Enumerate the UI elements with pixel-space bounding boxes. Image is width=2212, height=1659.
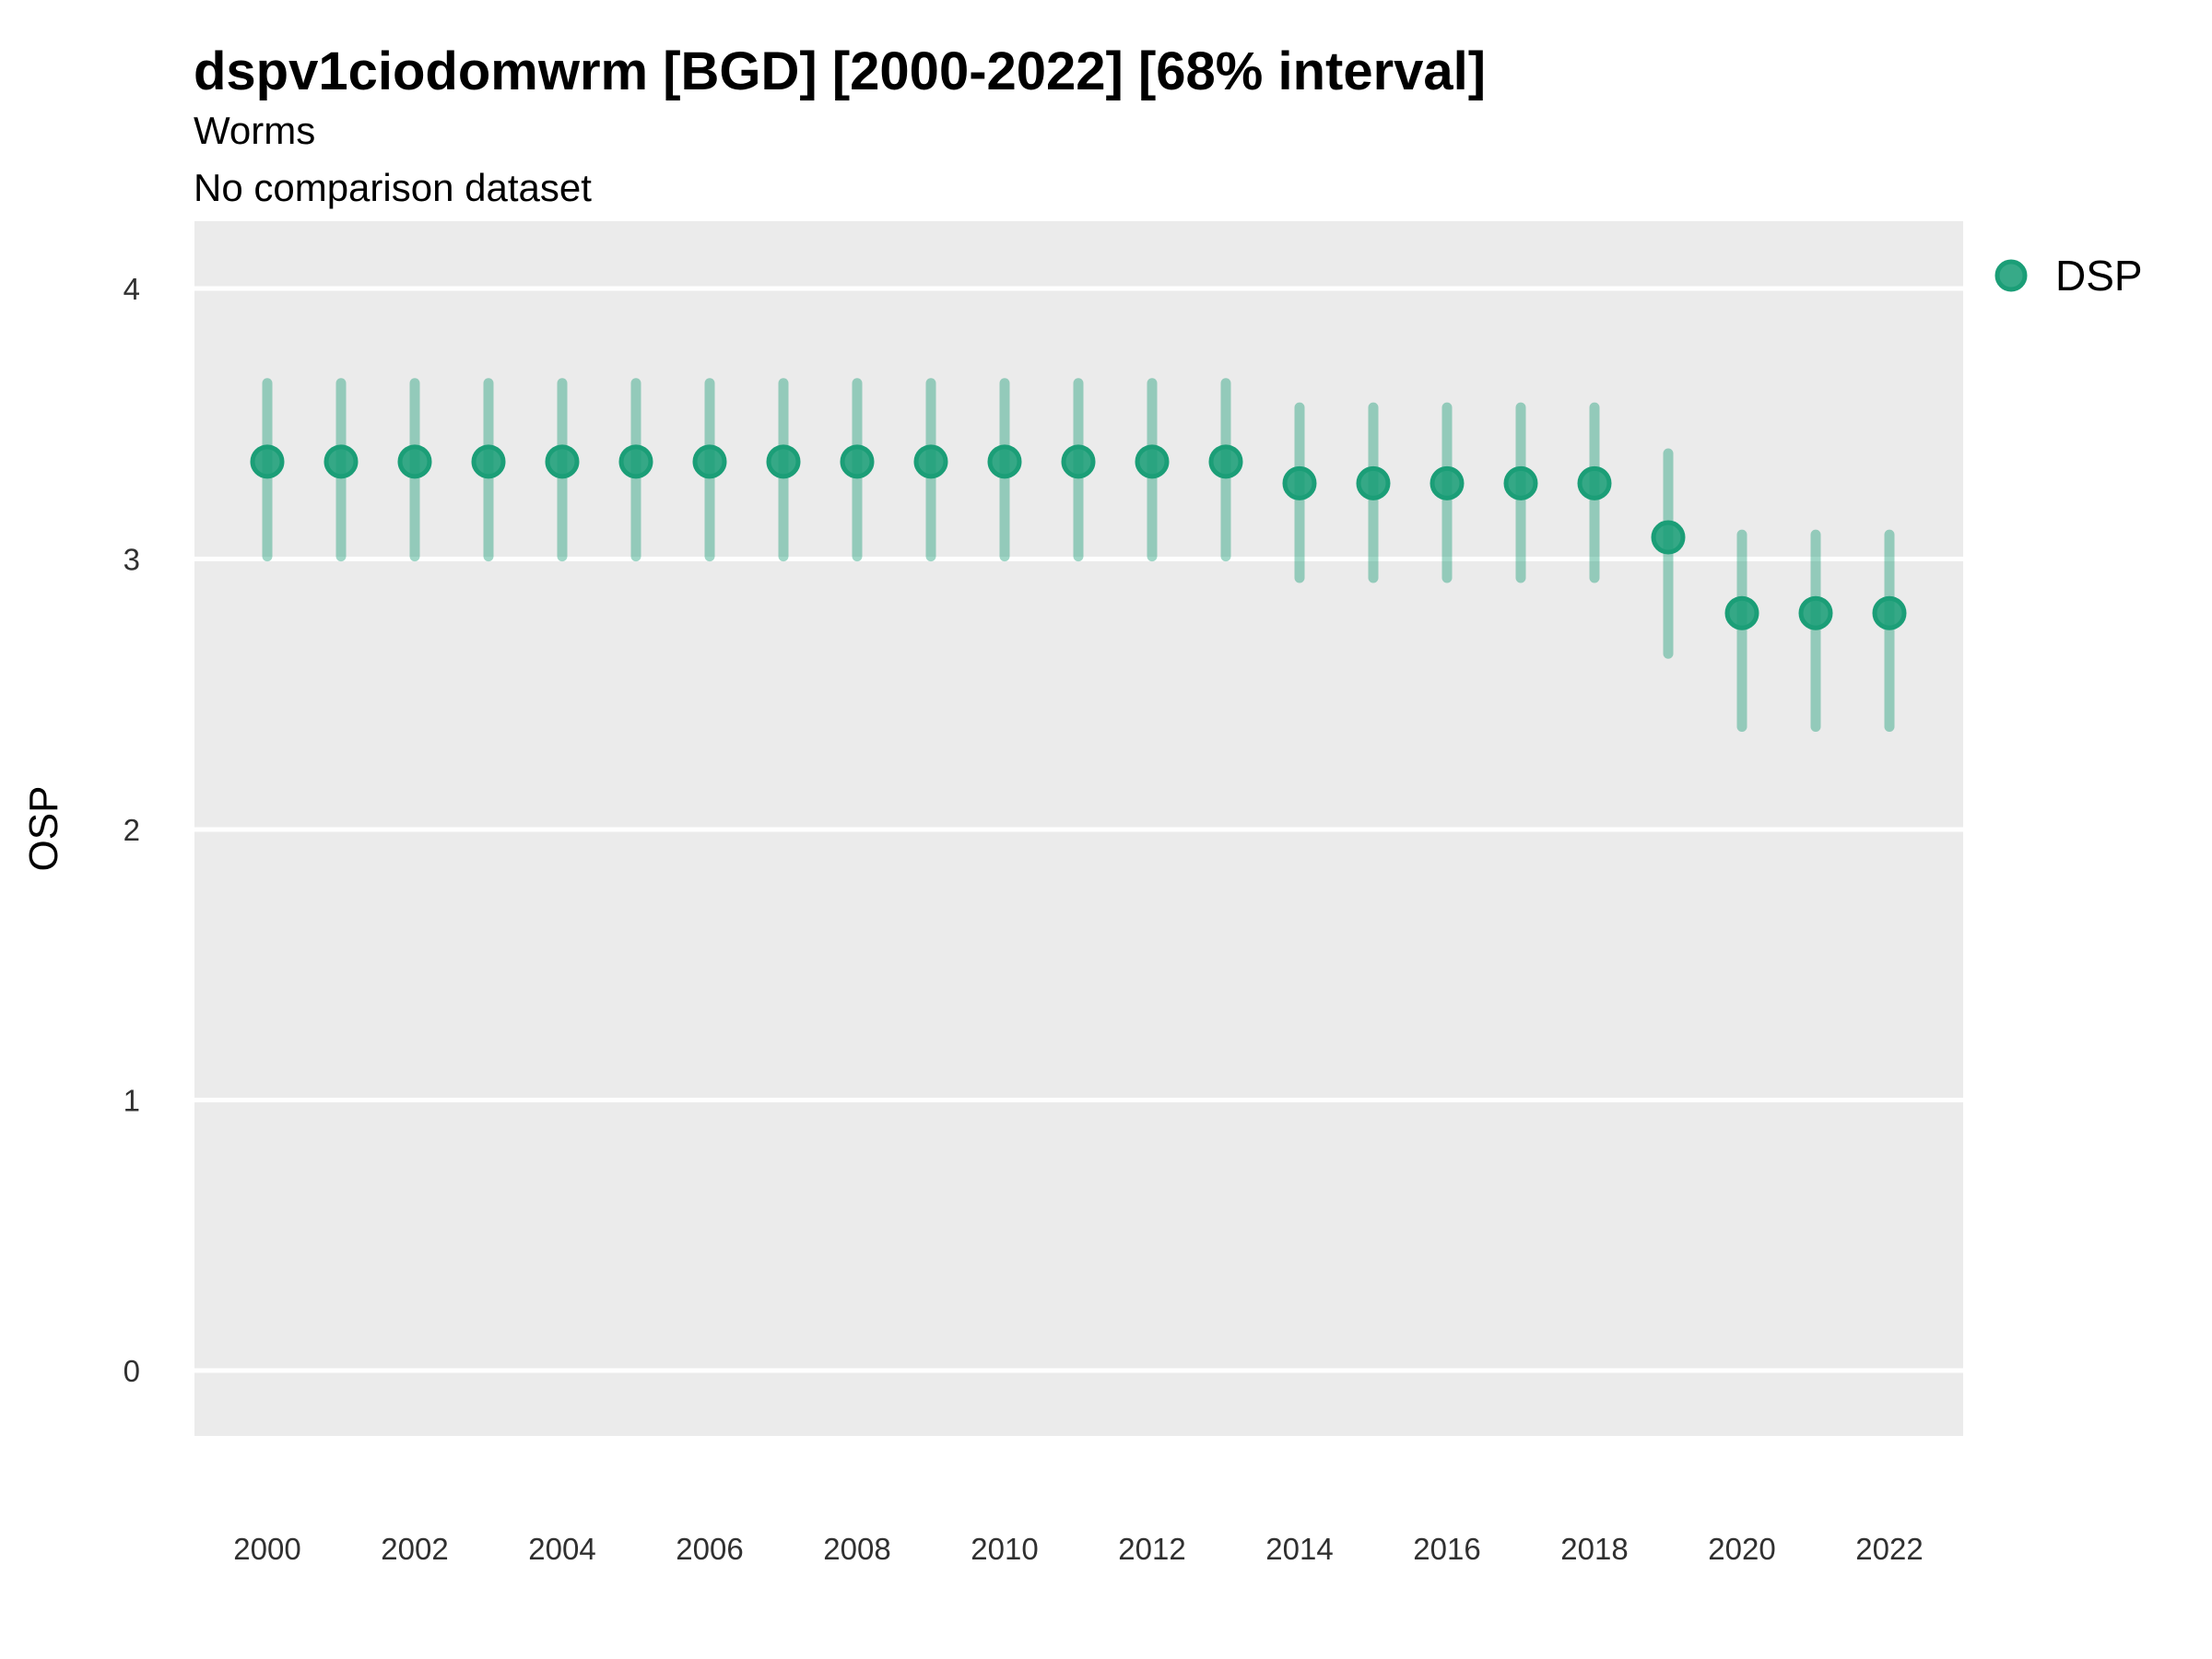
x-tick-label-2020: 2020 xyxy=(1708,1532,1775,1566)
x-tick-label-2006: 2006 xyxy=(676,1532,743,1566)
y-tick-label-3: 3 xyxy=(124,543,140,577)
x-tick-label-2014: 2014 xyxy=(1265,1532,1333,1566)
data-point-2017 xyxy=(1503,465,1538,500)
chart-title: dspv1ciodomwrm [BGD] [2000-2022] [68% in… xyxy=(194,41,1486,101)
data-point-2019 xyxy=(1651,520,1686,555)
data-point-2010 xyxy=(987,444,1022,479)
data-point-2009 xyxy=(913,444,948,479)
data-point-2006 xyxy=(692,444,727,479)
x-tick-label-2016: 2016 xyxy=(1413,1532,1480,1566)
data-point-2021 xyxy=(1798,595,1833,630)
x-tick-label-2018: 2018 xyxy=(1560,1532,1628,1566)
x-tick-label-2012: 2012 xyxy=(1118,1532,1185,1566)
data-point-2000 xyxy=(250,444,285,479)
y-tick-label-1: 1 xyxy=(124,1084,140,1118)
data-point-2004 xyxy=(545,444,580,479)
data-point-2011 xyxy=(1061,444,1096,479)
data-point-2007 xyxy=(766,444,801,479)
x-tick-label-2022: 2022 xyxy=(1855,1532,1923,1566)
chart-subtitle-comparison: No comparison dataset xyxy=(194,166,592,209)
data-point-2013 xyxy=(1208,444,1243,479)
data-point-2018 xyxy=(1577,465,1612,500)
data-point-2012 xyxy=(1135,444,1170,479)
y-tick-label-4: 4 xyxy=(124,272,140,306)
y-tick-label-0: 0 xyxy=(124,1354,140,1388)
legend-label: DSP xyxy=(2055,252,2143,300)
data-point-2022 xyxy=(1872,595,1907,630)
data-point-2002 xyxy=(397,444,432,479)
x-tick-label-2004: 2004 xyxy=(528,1532,595,1566)
data-point-2016 xyxy=(1430,465,1465,500)
data-point-2020 xyxy=(1724,595,1759,630)
x-tick-label-2002: 2002 xyxy=(381,1532,448,1566)
x-tick-label-2000: 2000 xyxy=(233,1532,300,1566)
x-tick-label-2010: 2010 xyxy=(971,1532,1038,1566)
chart-subtitle-species: Worms xyxy=(194,109,315,152)
data-point-2014 xyxy=(1282,465,1317,500)
y-axis-title: OSP xyxy=(21,786,66,872)
data-point-2008 xyxy=(840,444,875,479)
data-point-2003 xyxy=(471,444,506,479)
plot-panel: 0 1 2 3 4 2000 2002 2004 2006 2008 2010 2012 2014 201… xyxy=(124,221,1963,1566)
legend: DSP xyxy=(1994,252,2143,300)
data-point-2015 xyxy=(1356,465,1391,500)
x-tick-label-2008: 2008 xyxy=(823,1532,890,1566)
data-point-2001 xyxy=(324,444,359,479)
y-tick-label-2: 2 xyxy=(124,813,140,847)
data-point-2005 xyxy=(618,444,653,479)
legend-point-icon xyxy=(1994,259,2028,292)
